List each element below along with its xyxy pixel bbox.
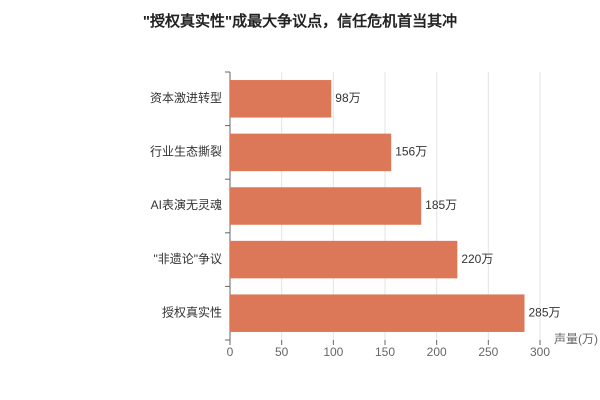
y-tick-label: "非遗论"争议 [153,252,222,266]
x-tick-label: 300 [530,345,550,359]
bar [230,80,332,118]
y-tick-label: AI表演无灵魂 [151,197,222,212]
x-tick-label: 100 [323,345,343,359]
x-axis-label: 声量(万) [554,332,598,346]
x-tick-label: 0 [227,345,234,359]
x-tick-label: 150 [375,345,395,359]
value-label: 285万 [529,305,561,319]
value-label: 98万 [335,91,360,105]
bar [230,187,422,225]
y-tick-label: 资本激进转型 [150,90,222,105]
bar [230,133,392,172]
value-label: 185万 [425,198,457,212]
bar [230,294,525,332]
x-tick-label: 200 [427,345,447,359]
x-tick-label: 50 [275,345,289,359]
y-tick-label: 授权真实性 [162,304,222,319]
value-label: 220万 [461,252,493,266]
bar [230,240,458,279]
value-label: 156万 [395,145,427,159]
x-tick-label: 250 [478,345,498,359]
chart-title: "授权真实性"成最大争议点，信任危机首当其冲 [143,12,457,30]
y-tick-label: 行业生态撕裂 [150,145,222,159]
